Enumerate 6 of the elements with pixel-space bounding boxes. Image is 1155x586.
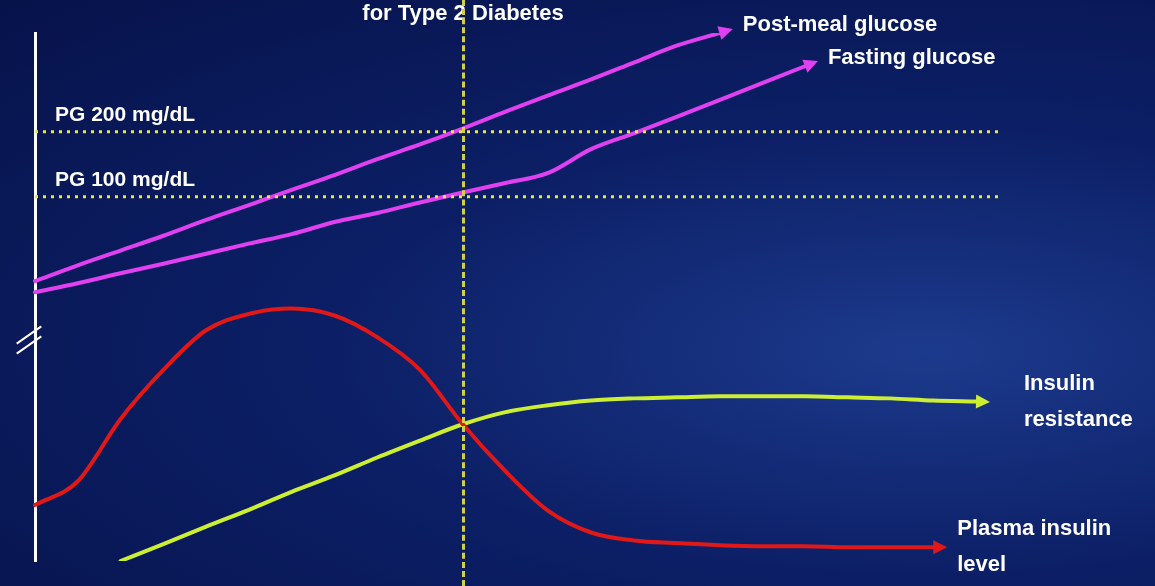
series-label: Plasma insulin level (957, 515, 1112, 577)
ref-line-label: PG 200 mg/dL (55, 102, 196, 126)
series-label: Post-meal glucose (742, 11, 938, 37)
ref-line-label: PG 100 mg/dL (55, 166, 196, 190)
series-label: Fasting glucose (827, 44, 996, 70)
series-label: Insulin resistance (1024, 369, 1133, 431)
